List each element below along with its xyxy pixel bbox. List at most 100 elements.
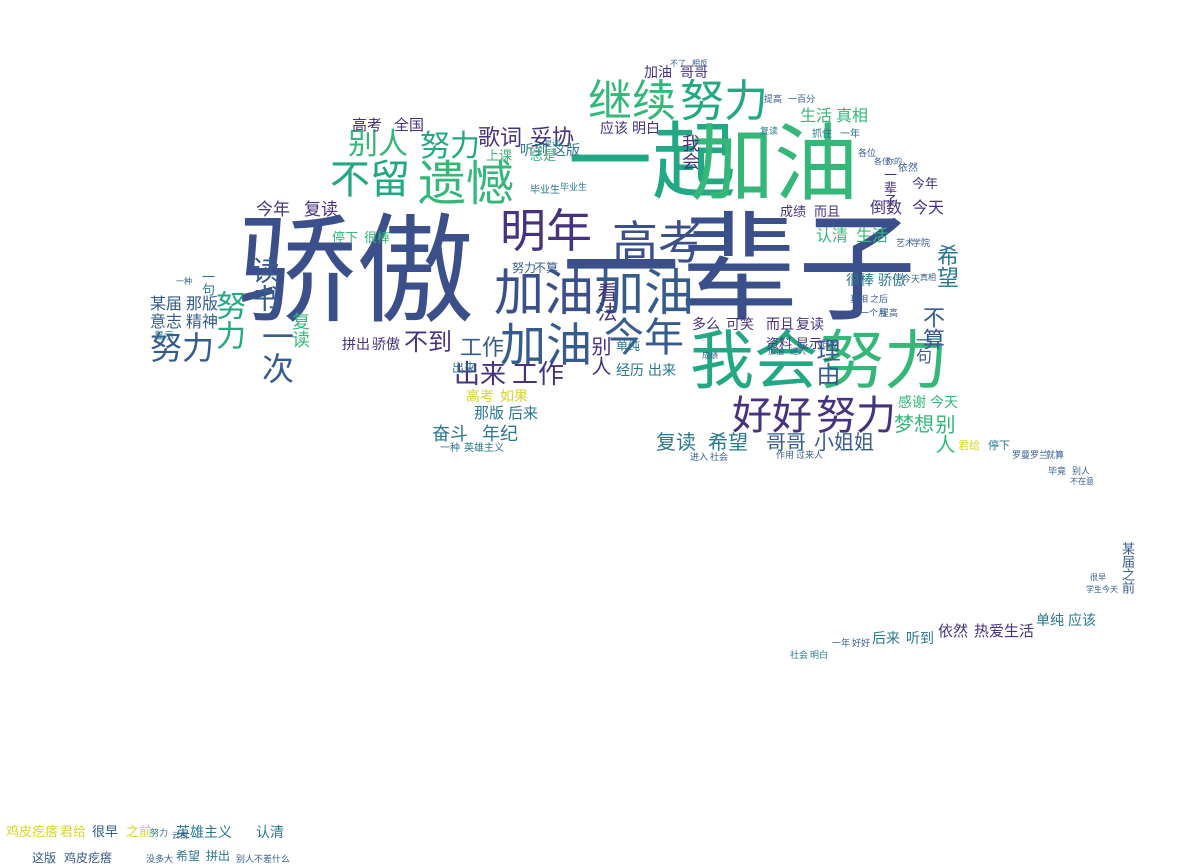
cloud-word: 今年 <box>256 200 290 220</box>
cloud-word: 真相 <box>836 106 869 125</box>
cloud-word: 很早 <box>92 825 119 840</box>
cloud-word: 努力 <box>680 76 768 127</box>
cloud-word: 后来 <box>872 631 900 647</box>
cloud-word: 单纯 <box>616 339 641 353</box>
cloud-word: 进入 <box>790 347 806 356</box>
cloud-word: 学院 <box>912 239 931 249</box>
cloud-word: 依然 <box>938 622 969 640</box>
cloud-word: 复读 <box>304 200 338 220</box>
cloud-word: 看法 <box>594 282 618 322</box>
cloud-word: 努力 <box>820 325 948 399</box>
cloud-word: 努力 <box>150 829 169 839</box>
cloud-word: 拼出 <box>206 849 231 863</box>
cloud-word: 希望 <box>933 244 958 288</box>
cloud-word: 骄傲 <box>238 202 475 340</box>
cloud-word: 今天 <box>1102 585 1118 594</box>
cloud-word: 君给 <box>958 439 980 452</box>
cloud-word: 明年 <box>500 204 592 258</box>
cloud-word: 显示 <box>154 331 174 342</box>
cloud-word: 各位 <box>874 157 890 166</box>
cloud-word: 毕业生 <box>530 185 560 196</box>
cloud-word: 别人 <box>932 414 956 454</box>
cloud-word: 骄傲 <box>372 337 400 353</box>
cloud-word: 英雄主义 <box>176 825 232 841</box>
cloud-word: 很棒 <box>846 273 874 289</box>
cloud-word: 抓住 <box>812 129 832 140</box>
cloud-word: 没多大 <box>146 855 174 865</box>
cloud-word: 不留 <box>330 157 410 203</box>
cloud-word: 意志 <box>150 312 183 331</box>
cloud-word: 加油 <box>690 115 859 213</box>
cloud-word: 不到 <box>404 328 452 356</box>
cloud-word: 提高 <box>764 95 783 105</box>
cloud-word: 小姐姐 <box>814 430 874 454</box>
cloud-word: 社会 <box>790 651 809 661</box>
cloud-word: 一辈子 <box>562 200 917 338</box>
cloud-word: 之前 <box>1119 568 1134 594</box>
cloud-word: 今年 <box>604 315 684 361</box>
cloud-word: 停下 <box>988 439 1010 452</box>
cloud-word: 妥协 <box>530 126 575 151</box>
cloud-word: 一百分 <box>814 339 838 348</box>
cloud-word: 努力 <box>150 329 215 367</box>
cloud-word: 罗曼罗兰 <box>1012 451 1049 461</box>
cloud-word: 某届 <box>150 294 183 313</box>
cloud-word: 感谢 <box>898 395 926 411</box>
cloud-word: 很棒 <box>364 231 391 246</box>
cloud-word: 而且 <box>814 205 841 220</box>
cloud-word: 出来 <box>454 360 507 390</box>
cloud-word: 复读 <box>289 312 310 348</box>
cloud-word: 一个月 <box>860 309 888 319</box>
cloud-word: 多么 <box>692 317 720 333</box>
cloud-word: 一句 <box>199 270 214 296</box>
cloud-word: 出来 <box>452 361 477 375</box>
cloud-word: 奋斗 <box>432 424 468 445</box>
cloud-word: 就算 <box>1046 451 1065 461</box>
cloud-word: 可笑 <box>726 317 754 333</box>
cloud-word: 一句 <box>913 332 932 364</box>
cloud-word: 某届 <box>1119 542 1134 568</box>
cloud-word: 那版 <box>474 404 505 422</box>
cloud-word: 一辈子 <box>881 168 896 207</box>
cloud-word: 好好 <box>732 393 812 439</box>
cloud-word: 明白 <box>810 651 829 661</box>
cloud-word: 认清 <box>256 825 284 841</box>
cloud-word: 努力 <box>512 261 537 275</box>
cloud-word: 复读 <box>656 430 696 454</box>
cloud-word: 加油 <box>644 65 672 81</box>
cloud-word: 出来 <box>648 363 676 379</box>
cloud-word: 加油 <box>768 347 784 356</box>
cloud-word: 工作 <box>512 360 565 390</box>
cloud-word: 拼出 <box>342 337 370 353</box>
cloud-word: 不了 <box>670 59 686 68</box>
cloud-word: 这版 <box>32 851 57 865</box>
cloud-word: 各位 <box>858 149 877 159</box>
cloud-word: 过来人 <box>796 451 824 461</box>
cloud-word: 一种 <box>440 443 460 454</box>
cloud-word: 别人 <box>1072 467 1091 477</box>
cloud-word: 一种 <box>176 277 192 286</box>
cloud-word: 毕竟 <box>1048 467 1067 477</box>
cloud-word: 我会 <box>690 325 818 399</box>
cloud-word: 停下 <box>332 231 359 246</box>
cloud-word: 精神 <box>186 312 219 331</box>
cloud-word: 真相 <box>850 295 869 305</box>
cloud-word: 全国 <box>394 116 425 134</box>
cloud-word: 成绩 <box>780 205 807 220</box>
cloud-word: 学生 <box>1086 585 1102 594</box>
cloud-word: 很早 <box>1090 573 1106 582</box>
cloud-word: 骄傲 <box>878 273 906 289</box>
cloud-word: 高考 <box>466 389 494 405</box>
cloud-word: 听到 <box>520 143 548 159</box>
cloud-word: 一起 <box>568 113 737 211</box>
cloud-word: 英雄主义 <box>464 443 504 454</box>
cloud-word: 加油 <box>494 264 594 322</box>
cloud-word: 加油 <box>500 318 592 372</box>
cloud-word: 之前 <box>126 825 153 840</box>
cloud-word: 云南 <box>172 831 188 840</box>
cloud-word: 复读 <box>544 139 560 148</box>
cloud-word: 不算 <box>919 306 944 350</box>
cloud-word: 别人 <box>236 855 255 865</box>
cloud-word: 那版 <box>186 294 219 313</box>
